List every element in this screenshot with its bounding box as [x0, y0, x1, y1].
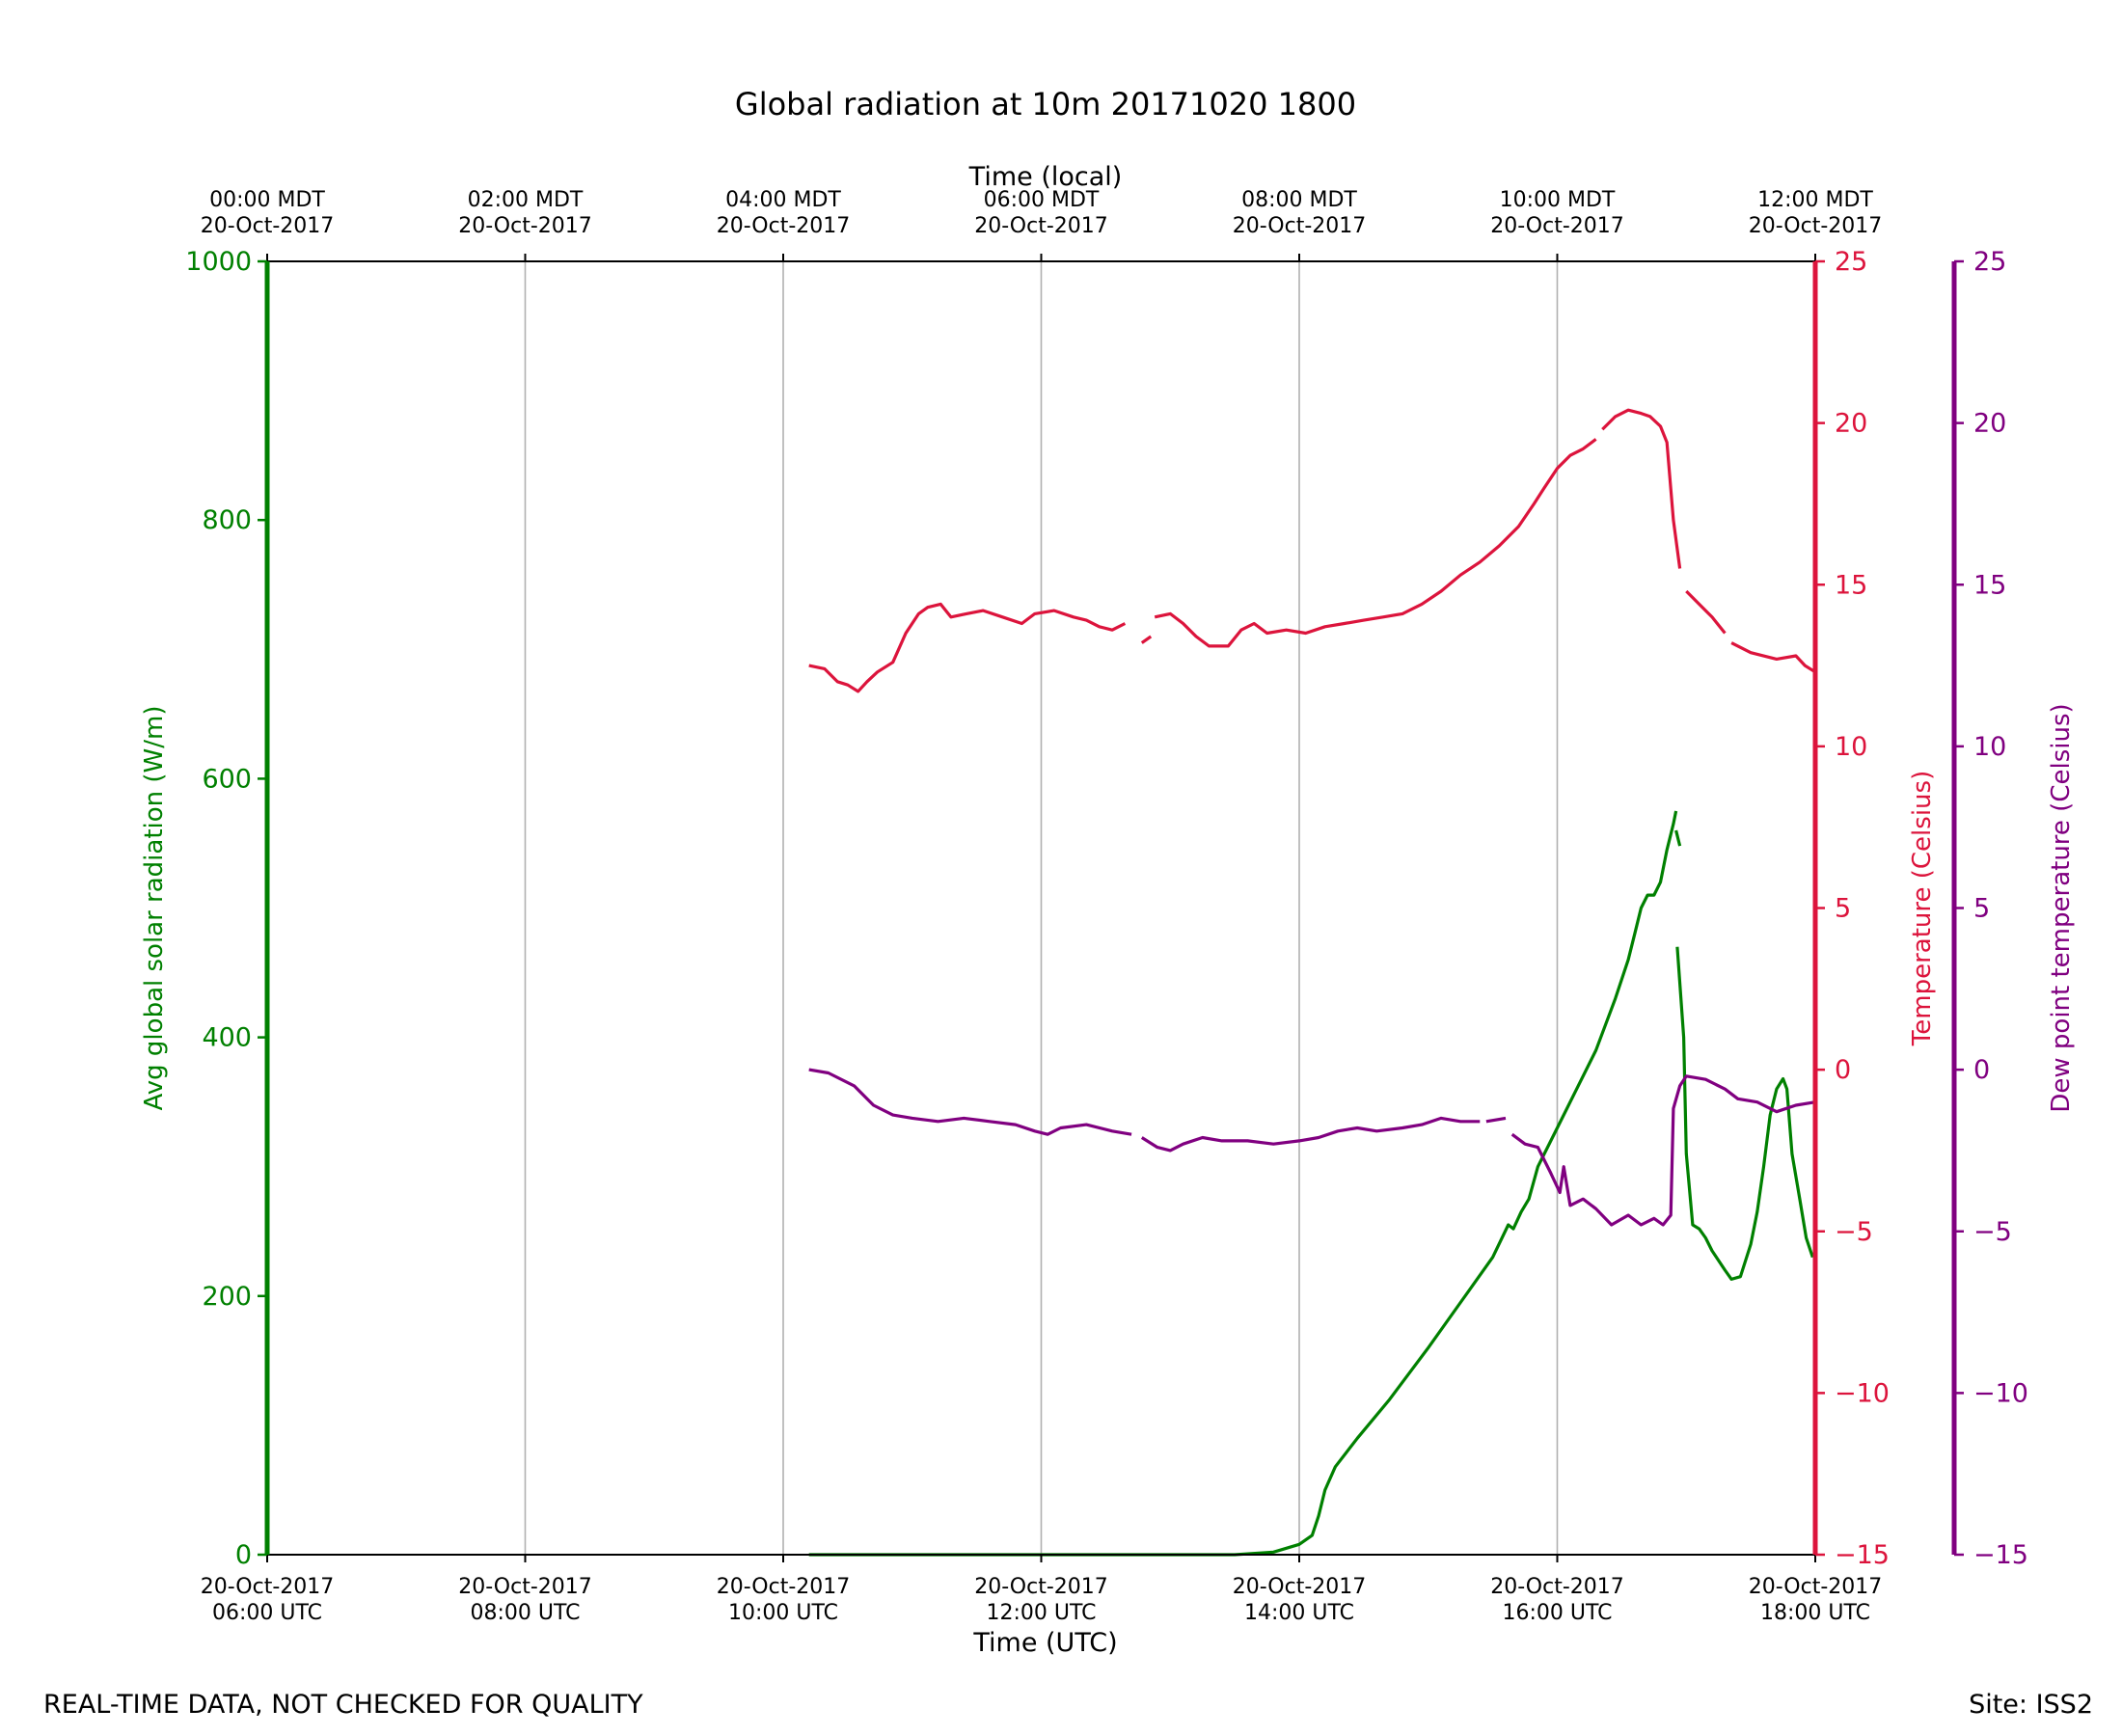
x-tick-bottom-time: 16:00 UTC — [1502, 1601, 1612, 1625]
series-radiation-segment — [1675, 946, 1814, 1281]
x-tick-top-date: 20-Oct-2017 — [1749, 214, 1883, 238]
y-tick-label-radiation: 400 — [202, 1023, 252, 1053]
y-tick-label-dewpoint: 25 — [1973, 247, 2006, 277]
y-tick-label-temperature: −5 — [1835, 1217, 1873, 1247]
x-tick-top-time: 06:00 MDT — [984, 188, 1100, 212]
x-tick-top-date: 20-Oct-2017 — [717, 214, 851, 238]
series-radiation-segment — [1674, 829, 1682, 847]
x-tick-bottom-date: 20-Oct-2017 — [1233, 1575, 1367, 1599]
series-temperature-segment — [1154, 438, 1597, 648]
y-tick-label-temperature: −15 — [1835, 1540, 1890, 1570]
series-dewpoint-segment — [1485, 1116, 1507, 1124]
y-tick-label-dewpoint: 20 — [1973, 409, 2006, 439]
y-tick-label-dewpoint: 10 — [1973, 732, 2006, 762]
y-tick-label-dewpoint: 5 — [1973, 894, 1990, 924]
x-tick-bottom-time: 14:00 UTC — [1244, 1601, 1354, 1625]
x-tick-top-time: 02:00 MDT — [468, 188, 584, 212]
x-tick-bottom-date: 20-Oct-2017 — [1749, 1575, 1883, 1599]
y-tick-label-temperature: 15 — [1835, 570, 1867, 600]
y-tick-label-temperature: 25 — [1835, 247, 1867, 277]
y-tick-label-dewpoint: 15 — [1973, 570, 2006, 600]
x-tick-top-time: 12:00 MDT — [1757, 188, 1873, 212]
y-tick-label-dewpoint: −10 — [1973, 1378, 2028, 1408]
series-radiation-segment — [808, 810, 1678, 1557]
y-axis-temperature-label: Temperature (Celsius) — [1908, 771, 1937, 1046]
x-tick-top-date: 20-Oct-2017 — [1233, 214, 1367, 238]
series-lines — [808, 408, 1816, 1557]
x-tick-bottom-date: 20-Oct-2017 — [201, 1575, 335, 1599]
plot-frame — [264, 260, 1957, 1556]
site-label: Site: ISS2 — [1969, 1690, 2093, 1720]
x-tick-top-date: 20-Oct-2017 — [1490, 214, 1624, 238]
x-tick-bottom-time: 10:00 UTC — [728, 1601, 838, 1625]
y-tick-label-dewpoint: −5 — [1973, 1217, 2012, 1247]
y-tick-label-radiation: 600 — [202, 764, 252, 794]
x-tick-top-time: 00:00 MDT — [209, 188, 325, 212]
x-tick-bottom-time: 12:00 UTC — [986, 1601, 1096, 1625]
series-dewpoint-segment — [1510, 1074, 1816, 1227]
y-tick-label-temperature: 20 — [1835, 409, 1867, 439]
gridlines — [524, 261, 1559, 1555]
y-tick-label-temperature: −10 — [1835, 1378, 1890, 1408]
y-tick-label-dewpoint: −15 — [1973, 1540, 2028, 1570]
series-temperature-segment — [1685, 589, 1727, 635]
series-temperature-segment — [1730, 641, 1816, 674]
y-tick-label-dewpoint: 0 — [1973, 1055, 1990, 1085]
y-tick-label-temperature: 10 — [1835, 732, 1867, 762]
series-dewpoint-segment — [808, 1068, 1132, 1136]
x-axis-bottom-label: Time (UTC) — [972, 1628, 1117, 1658]
chart-title: Global radiation at 10m 20171020 1800 — [735, 86, 1356, 122]
x-tick-bottom-time: 06:00 UTC — [212, 1601, 322, 1625]
series-dewpoint-segment — [1140, 1116, 1481, 1153]
x-tick-top-time: 10:00 MDT — [1500, 188, 1616, 212]
y-tick-label-temperature: 0 — [1835, 1055, 1851, 1085]
y-axis-dewpoint-label: Dew point temperature (Celsius) — [2047, 703, 2076, 1112]
x-tick-top-date: 20-Oct-2017 — [201, 214, 335, 238]
y-tick-label-radiation: 1000 — [185, 247, 252, 277]
y-tick-label-temperature: 5 — [1835, 894, 1851, 924]
x-tick-top-time: 08:00 MDT — [1241, 188, 1357, 212]
x-axis-top-label: Time (local) — [968, 162, 1123, 192]
x-tick-bottom-date: 20-Oct-2017 — [458, 1575, 592, 1599]
x-tick-top-time: 04:00 MDT — [725, 188, 841, 212]
series-temperature-segment — [1140, 635, 1153, 644]
x-tick-bottom-time: 08:00 UTC — [470, 1601, 580, 1625]
x-tick-bottom-date: 20-Oct-2017 — [974, 1575, 1108, 1599]
y-tick-label-radiation: 0 — [235, 1540, 252, 1570]
y-tick-label-radiation: 800 — [202, 505, 252, 535]
x-tick-top-date: 20-Oct-2017 — [458, 214, 592, 238]
series-temperature-segment — [1601, 408, 1682, 569]
x-tick-bottom-time: 18:00 UTC — [1760, 1601, 1870, 1625]
series-temperature-segment — [808, 602, 1127, 693]
x-tick-bottom-date: 20-Oct-2017 — [717, 1575, 851, 1599]
x-tick-bottom-date: 20-Oct-2017 — [1490, 1575, 1624, 1599]
y-axis-radiation-label: Avg global solar radiation (W/m) — [140, 706, 169, 1111]
x-tick-top-date: 20-Oct-2017 — [974, 214, 1108, 238]
quality-note: REAL-TIME DATA, NOT CHECKED FOR QUALITY — [43, 1690, 643, 1720]
y-tick-label-radiation: 200 — [202, 1282, 252, 1312]
